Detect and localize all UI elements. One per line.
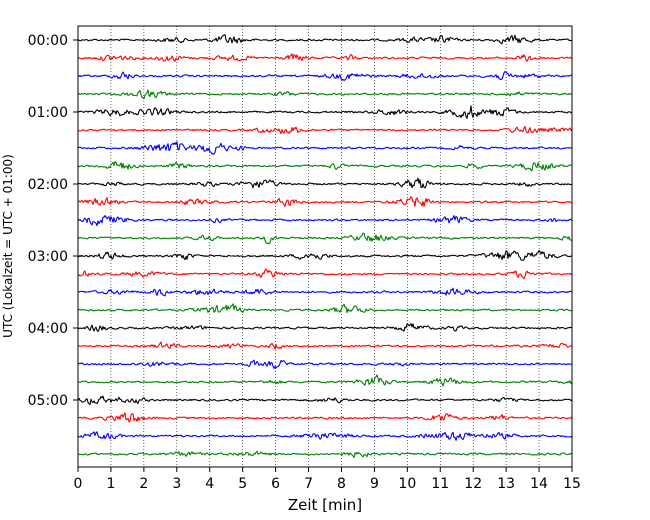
x-tick-label: 11 — [431, 476, 449, 492]
trace-line — [77, 359, 573, 369]
trace-line — [77, 89, 573, 100]
y-tick-label: 03:00 — [28, 249, 68, 265]
trace-line — [77, 196, 573, 207]
trace-line — [78, 323, 573, 333]
x-tick-label: 14 — [530, 476, 548, 492]
x-tick-label: 15 — [563, 476, 581, 492]
y-tick-label: 02:00 — [28, 177, 68, 193]
x-tick-label: 13 — [497, 476, 515, 492]
trace-line — [77, 249, 573, 261]
trace-line — [77, 450, 573, 459]
x-tick-label: 5 — [238, 476, 247, 492]
trace-line — [77, 34, 573, 45]
x-tick-label: 6 — [271, 476, 280, 492]
trace-line — [77, 268, 573, 280]
x-tick-label: 7 — [304, 476, 313, 492]
trace-line — [77, 232, 573, 245]
seismic-traces — [77, 34, 573, 459]
x-tick-label: 8 — [337, 476, 346, 492]
x-tick-label: 9 — [370, 476, 379, 492]
x-tick-label: 1 — [106, 476, 115, 492]
trace-line — [77, 177, 573, 189]
x-tick-label: 12 — [464, 476, 482, 492]
y-tick-label: 00:00 — [28, 33, 68, 49]
x-tick-label: 10 — [398, 476, 416, 492]
x-tick-label: 3 — [172, 476, 181, 492]
y-axis-ticks: 00:00 01:00 02:00 03:00 04:00 05:00 — [28, 33, 78, 409]
trace-line — [77, 287, 573, 297]
y-tick-label: 05:00 — [28, 393, 68, 409]
trace-line — [77, 395, 573, 406]
trace-line — [77, 341, 573, 350]
x-tick-label: 4 — [205, 476, 214, 492]
trace-line — [77, 105, 573, 119]
trace-line — [77, 303, 573, 314]
y-axis-title: UTC (Lokalzeit = UTC + 01:00) — [1, 154, 15, 338]
x-tick-label: 0 — [74, 476, 83, 492]
trace-line — [77, 215, 573, 227]
trace-line — [77, 431, 573, 441]
trace-line — [77, 161, 573, 172]
y-tick-label: 01:00 — [28, 105, 68, 121]
trace-line — [77, 53, 573, 62]
x-tick-label: 2 — [139, 476, 148, 492]
trace-line — [77, 374, 573, 387]
y-tick-label: 04:00 — [28, 321, 68, 337]
trace-line — [77, 412, 573, 423]
x-axis-title: Zeit [min] — [288, 496, 362, 514]
trace-line — [77, 141, 573, 155]
trace-line — [77, 125, 573, 135]
x-axis-ticks: 0 1 2 3 4 5 6 7 8 9 10 11 12 13 14 15 — [74, 467, 581, 492]
plot-frame — [77, 25, 573, 468]
trace-line — [77, 71, 573, 82]
